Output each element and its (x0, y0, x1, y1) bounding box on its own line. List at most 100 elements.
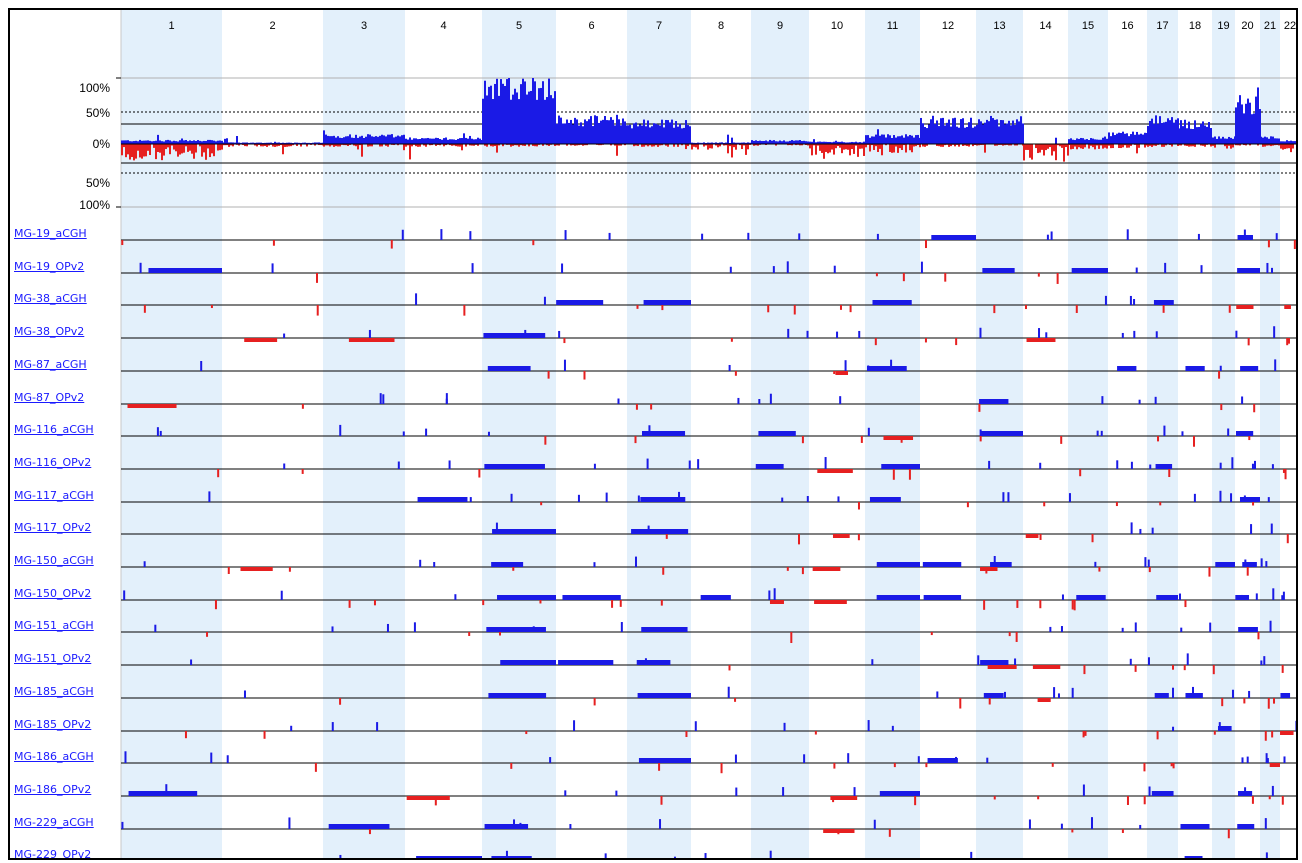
loss-tick (539, 600, 542, 604)
gain-frequency-bar (1180, 120, 1182, 144)
gain-tick (549, 757, 552, 763)
sample-link[interactable]: MG-229_OPv2 (14, 848, 92, 860)
sample-link[interactable]: MG-38_aCGH (14, 292, 87, 305)
gain-frequency-bar (671, 119, 673, 144)
loss-frequency-bar (486, 144, 488, 147)
sample-link[interactable]: MG-19_aCGH (14, 227, 87, 240)
gain-frequency-bar (286, 142, 288, 144)
loss-frequency-bar (423, 144, 425, 146)
gain-frequency-bar (353, 137, 355, 144)
sample-link[interactable]: MG-87_aCGH (14, 358, 87, 371)
gain-tick (988, 460, 991, 469)
gain-frequency-bar (1270, 136, 1272, 144)
sample-link[interactable]: MG-87_OPv2 (14, 391, 85, 404)
sample-link[interactable]: MG-186_OPv2 (14, 783, 92, 796)
loss-tick (1051, 763, 1054, 767)
loss-frequency-bar (1165, 144, 1167, 146)
loss-frequency-bar (431, 144, 433, 146)
loss-frequency-bar (576, 144, 578, 146)
gain-tick (1007, 492, 1010, 502)
gain-frequency-bar (310, 142, 312, 144)
loss-frequency-bar (494, 144, 496, 146)
gain-frequency-bar (641, 125, 643, 144)
gain-tick (735, 787, 738, 796)
loss-frequency-bar (1059, 144, 1061, 147)
loss-frequency-bar (133, 144, 135, 161)
gain-frequency-bar (596, 116, 598, 144)
gain-frequency-bar (1178, 128, 1180, 144)
sample-link[interactable]: MG-229_aCGH (14, 816, 94, 829)
gain-tick (1082, 784, 1085, 796)
gain-frequency-bar (946, 122, 948, 144)
gain-segment (1076, 595, 1106, 600)
gain-frequency-bar (610, 117, 612, 144)
gain-frequency-bar (1104, 136, 1106, 144)
sample-link[interactable]: MG-151_aCGH (14, 619, 94, 632)
gain-frequency-bar (552, 98, 554, 144)
gain-tick (1295, 720, 1296, 731)
sample-link[interactable]: MG-185_OPv2 (14, 718, 92, 731)
gain-frequency-bar (837, 141, 839, 144)
loss-frequency-bar (393, 144, 395, 146)
loss-frequency-bar (909, 144, 911, 151)
sample-link[interactable]: MG-151_OPv2 (14, 652, 92, 665)
loss-tick (184, 731, 187, 739)
gain-tick (1172, 687, 1175, 698)
loss-frequency-bar (484, 144, 486, 146)
loss-frequency-bar (1039, 144, 1041, 153)
gain-frequency-bar (715, 142, 717, 144)
loss-tick (1170, 763, 1173, 767)
gain-frequency-bar (260, 142, 262, 144)
loss-tick (583, 371, 586, 380)
loss-frequency-bar (1243, 144, 1245, 146)
sample-link[interactable]: MG-150_aCGH (14, 554, 94, 567)
loss-frequency-bar (1078, 144, 1080, 148)
sample-link[interactable]: MG-186_aCGH (14, 750, 94, 763)
gain-tick (1003, 691, 1006, 698)
loss-frequency-bar (919, 144, 921, 148)
loss-tick (665, 534, 668, 539)
loss-frequency-bar (849, 144, 851, 156)
loss-segment (1284, 305, 1291, 309)
gain-frequency-bar (155, 140, 157, 144)
loss-tick (1157, 436, 1160, 442)
gain-frequency-bar (877, 129, 879, 144)
sample-link[interactable]: MG-117_aCGH (14, 489, 94, 502)
gain-frequency-bar (564, 123, 566, 144)
gain-frequency-bar (799, 140, 801, 144)
gain-frequency-bar (763, 140, 765, 144)
loss-frequency-bar (586, 144, 588, 146)
gain-frequency-bar (647, 120, 649, 144)
sample-link[interactable]: MG-116_OPv2 (14, 456, 92, 469)
loss-frequency-bar (1025, 144, 1027, 150)
loss-frequency-bar (972, 144, 974, 147)
gain-tick (139, 262, 142, 273)
gain-frequency-bar (685, 120, 687, 144)
gain-frequency-bar (385, 136, 387, 144)
loss-frequency-bar (327, 144, 329, 146)
gain-tick (1271, 464, 1274, 469)
loss-tick (1218, 371, 1221, 379)
sample-link[interactable]: MG-117_OPv2 (14, 521, 92, 534)
sample-link[interactable]: MG-19_OPv2 (14, 260, 85, 273)
gain-frequency-bar (976, 124, 978, 144)
loss-frequency-bar (1065, 144, 1067, 148)
gain-segment (636, 660, 671, 665)
loss-frequency-bar (1144, 144, 1146, 148)
gain-frequency-bar (451, 139, 453, 144)
sample-link[interactable]: MG-150_OPv2 (14, 587, 92, 600)
loss-frequency-bar (833, 144, 835, 155)
gain-segment (758, 431, 796, 436)
loss-frequency-bar (222, 144, 224, 146)
gain-frequency-bar (729, 142, 731, 144)
sample-link[interactable]: MG-116_aCGH (14, 423, 94, 436)
gain-frequency-bar (371, 136, 373, 144)
loss-frequency-bar (775, 144, 777, 146)
sample-link[interactable]: MG-38_OPv2 (14, 325, 85, 338)
gain-frequency-bar (1239, 95, 1241, 144)
loss-frequency-bar (409, 144, 411, 160)
loss-tick (1243, 698, 1246, 704)
gain-frequency-bar (897, 136, 899, 144)
gain-frequency-bar (359, 136, 361, 144)
sample-link[interactable]: MG-185_aCGH (14, 685, 94, 698)
